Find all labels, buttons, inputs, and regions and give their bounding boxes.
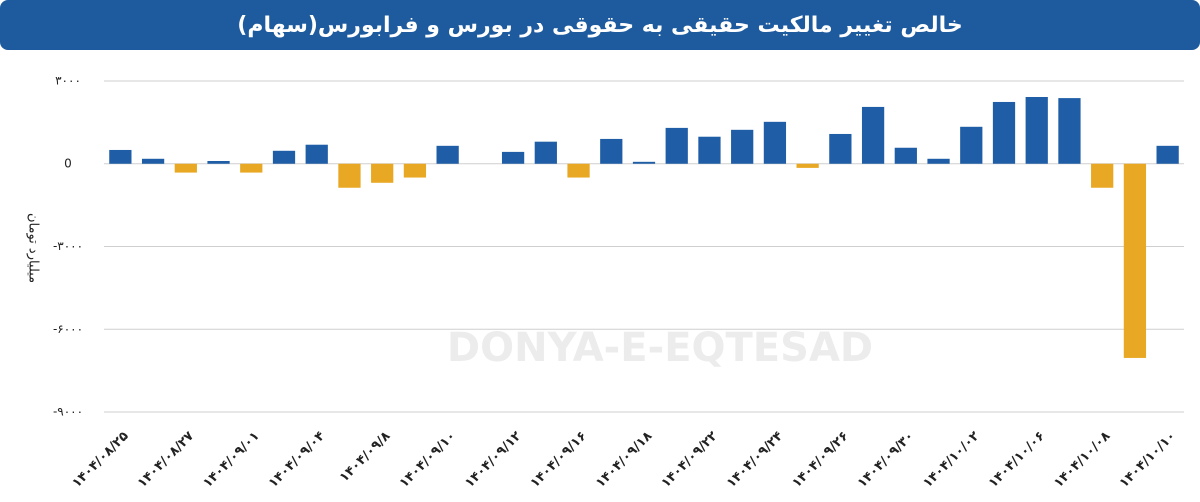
- x-tick-label: ۱۴۰۴/۰۹/۱۸: [593, 429, 655, 491]
- bar: [1156, 145, 1179, 164]
- bar: [1025, 96, 1048, 164]
- bar: [240, 163, 263, 173]
- x-tick-label: ۱۴۰۴/۰۹/۱۶: [528, 429, 590, 491]
- x-tick-label: ۱۴۰۴/۱۰/۰۶: [986, 429, 1048, 491]
- bar: [632, 161, 656, 164]
- y-axis-label: میلیارد تومان: [26, 213, 41, 283]
- bar: [796, 163, 819, 168]
- x-tick-label: ۱۴۰۴/۰۹/۱۰: [397, 429, 459, 491]
- title-bar: [0, 0, 1200, 50]
- bar: [960, 126, 983, 164]
- bar: [338, 163, 361, 188]
- bar: [174, 163, 197, 173]
- bar: [763, 121, 787, 164]
- x-tick-label: ۱۴۰۴/۰۹/۳۰: [855, 429, 917, 491]
- x-tick-label: ۱۴۰۴/۰۹/۲۲: [659, 429, 721, 491]
- bar: [1123, 163, 1147, 358]
- x-tick-label: ۱۴۰۴/۱۰/۱۰: [1117, 429, 1179, 491]
- x-tick-label: ۱۴۰۴/۰۹/۰۴: [266, 429, 328, 491]
- bar: [927, 158, 950, 164]
- bar: [992, 101, 1016, 164]
- y-tick-label: ۳۰۰۰: [55, 74, 81, 88]
- x-tick-label: ۱۴۰۴/۱۰/۰۲: [920, 429, 982, 491]
- x-tick-label: ۱۴۰۴/۰۸/۲۵: [69, 429, 131, 491]
- watermark: DONYA-E-EQTESAD: [447, 325, 873, 371]
- bar: [698, 136, 721, 164]
- bar: [501, 151, 525, 164]
- x-tick-label: ۱۴۰۴/۰۹/۸: [337, 429, 394, 486]
- bar: [600, 138, 623, 164]
- y-tick-label: -۳۰۰۰: [53, 239, 83, 253]
- bar: [371, 163, 394, 183]
- x-tick-label: ۱۴۰۴/۱۰/۰۸: [1051, 429, 1113, 491]
- bar: [403, 163, 427, 178]
- x-tick-label: ۱۴۰۴/۰۸/۲۷: [135, 429, 197, 491]
- bar: [665, 127, 688, 164]
- bar: [109, 149, 132, 164]
- bar: [305, 144, 328, 164]
- bar: [567, 163, 590, 178]
- x-tick-label: ۱۴۰۴/۰۹/۲۶: [789, 429, 851, 491]
- y-tick-label: -۹۰۰۰: [53, 405, 83, 419]
- bar: [894, 147, 917, 164]
- y-tick-label: 0: [64, 156, 72, 170]
- bar: [141, 158, 165, 164]
- bar: [207, 160, 230, 164]
- x-tick-label: ۱۴۰۴/۰۹/۱۲: [462, 429, 524, 491]
- bar: [829, 133, 852, 164]
- y-tick-label: -۶۰۰۰: [53, 322, 83, 336]
- bar: [1091, 163, 1114, 188]
- bar: [436, 145, 459, 164]
- chart-title: خالص تغییر مالکیت حقیقی به حقوقی در بورس…: [237, 13, 962, 38]
- bar: [731, 129, 754, 164]
- x-tick-label: ۱۴۰۴/۰۹/۲۴: [724, 429, 786, 491]
- bar: [861, 106, 885, 164]
- bar: [1058, 98, 1081, 164]
- x-tick-label: ۱۴۰۴/۰۹/۰۱: [200, 429, 262, 491]
- bar: [272, 150, 296, 164]
- bar: [534, 141, 557, 164]
